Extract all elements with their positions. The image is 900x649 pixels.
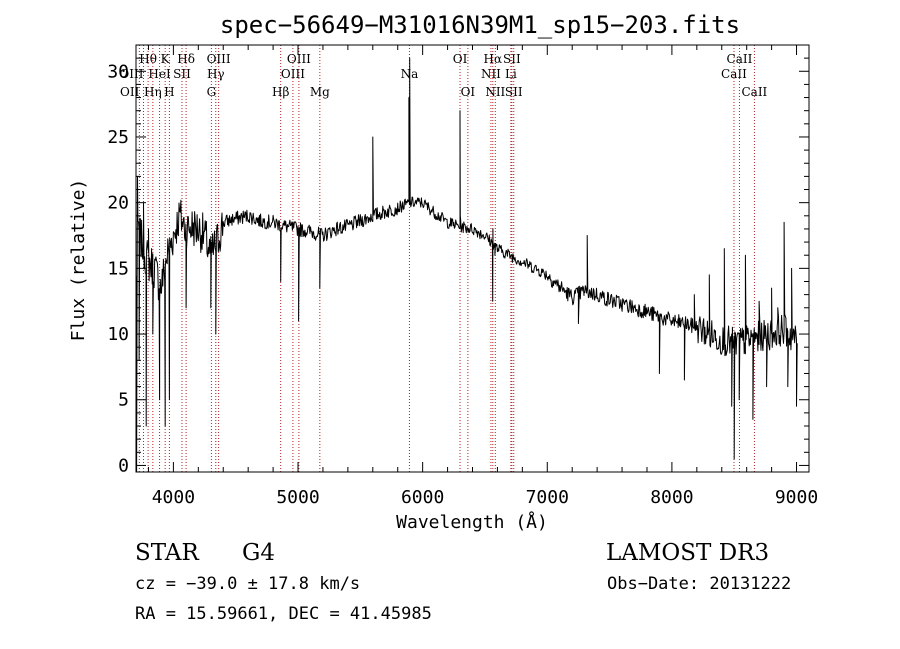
line-label-18: OI: [461, 85, 476, 99]
x-tick-label-5000: 5000: [276, 487, 319, 508]
object-class: STAR: [135, 540, 199, 566]
line-label-8: Hδ: [177, 52, 195, 66]
line-label-4: HeI: [148, 67, 171, 81]
x-tick-label-6000: 6000: [401, 487, 444, 508]
line-label-0: OII: [120, 85, 140, 99]
ra-dec-coordinates: RA = 15.59661, DEC = 41.45985: [135, 604, 432, 624]
y-tick-label-0: 0: [118, 455, 129, 476]
x-tick-label-7000: 7000: [526, 487, 569, 508]
line-label-25: CaII: [721, 67, 747, 81]
line-label-22: Li: [505, 67, 517, 81]
observation-date: Obs−Date: 20131222: [607, 574, 792, 594]
line-label-15: Mg: [310, 85, 330, 99]
y-axis-label: Flux (relative): [68, 179, 89, 342]
y-tick-label-5: 5: [118, 390, 129, 411]
y-tick-label-30: 30: [107, 61, 129, 82]
line-label-5: K: [161, 52, 171, 66]
line-label-12: Hβ: [272, 85, 289, 99]
line-label-6: H: [164, 85, 174, 99]
survey-name: LAMOST DR3: [606, 540, 770, 566]
line-label-24: SII: [505, 85, 523, 99]
line-label-20: Hα: [484, 52, 503, 66]
line-label-13: OIII: [281, 67, 305, 81]
x-tick-label-4000: 4000: [152, 487, 195, 508]
y-tick-label-20: 20: [107, 193, 129, 214]
redshift-velocity: cz = −39.0 ± 17.8 km/s: [135, 574, 361, 594]
y-tick-label-15: 15: [107, 258, 129, 279]
line-label-2: OIII: [119, 67, 143, 81]
line-label-19: NII: [481, 67, 501, 81]
line-label-14: OIII: [287, 52, 311, 66]
line-label-10: Hγ: [207, 67, 225, 81]
x-axis-label: Wavelength (Å): [396, 511, 548, 533]
line-label-17: OI: [453, 52, 468, 66]
line-label-9: G: [207, 85, 217, 99]
spectrum-line: [135, 57, 798, 473]
line-label-11: OIII: [207, 52, 231, 66]
line-label-21: NII: [485, 85, 505, 99]
x-tick-label-8000: 8000: [650, 487, 693, 508]
chart-title: spec−56649−M31016N39M1_sp15−203.fits: [220, 11, 740, 39]
line-label-7: SII: [173, 67, 191, 81]
line-label-27: CaII: [741, 85, 767, 99]
axis-ticks: 4000 5000 6000 7000 8000 9000 0 5 10 15 20 25 30: [107, 45, 818, 508]
y-tick-label-25: 25: [107, 127, 129, 148]
object-subclass: G4: [242, 540, 276, 566]
y-tick-label-10: 10: [107, 324, 129, 345]
x-tick-label-9000: 9000: [775, 487, 818, 508]
plot-frame: [135, 44, 810, 473]
line-label-3: Hη: [144, 85, 162, 99]
line-label-26: CaII: [727, 52, 753, 66]
line-label-23: SII: [503, 52, 521, 66]
line-label-1: Hθ: [139, 52, 157, 66]
